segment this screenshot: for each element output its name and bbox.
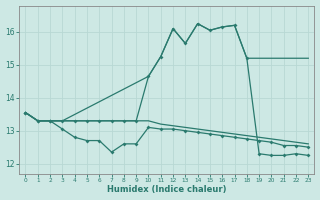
X-axis label: Humidex (Indice chaleur): Humidex (Indice chaleur) — [107, 185, 227, 194]
